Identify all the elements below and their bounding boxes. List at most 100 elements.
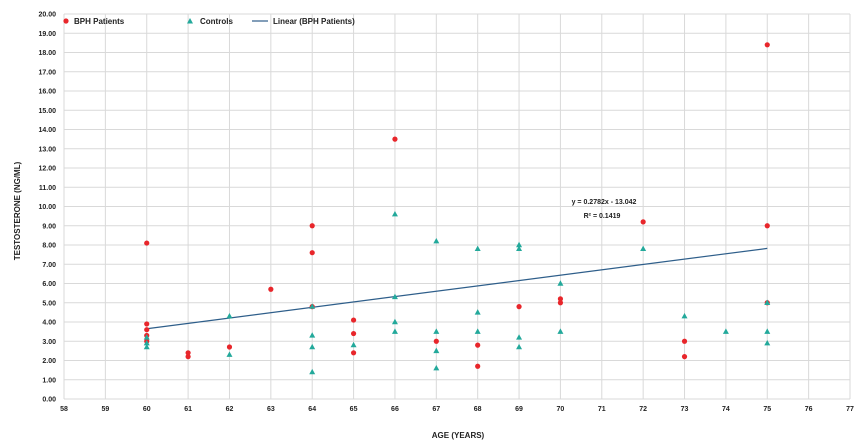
controls-point [433, 237, 440, 244]
bph-point [516, 304, 522, 310]
controls-point [516, 241, 523, 248]
bph-point [309, 223, 315, 229]
x-tick-label: 67 [432, 406, 440, 413]
x-axis-title: AGE (YEARS) [432, 431, 485, 440]
controls-point [516, 334, 523, 340]
controls-point [516, 245, 523, 252]
trendline-r2: R² = 0.1419 [584, 213, 621, 220]
controls-point [143, 334, 150, 340]
bph-point [309, 250, 315, 256]
y-tick-label: 12.00 [38, 166, 56, 173]
controls-point [640, 245, 647, 252]
x-tick-label: 69 [515, 406, 523, 413]
bph-point [433, 338, 439, 344]
x-tick-label: 62 [226, 406, 234, 413]
controls-point [764, 339, 771, 346]
y-axis-ticks: 0.00 1.00 2.00 3.00 4.00 5.00 6.00 7.00 8.00 9.00… [38, 12, 56, 404]
bph-point [350, 330, 357, 337]
x-tick-label: 76 [805, 406, 813, 413]
bph-point [144, 327, 150, 333]
controls-point [557, 328, 564, 334]
controls-point [226, 313, 233, 319]
bph-point [144, 240, 150, 246]
y-tick-label: 2.00 [42, 358, 56, 365]
y-tick-label: 11.00 [39, 185, 56, 192]
y-tick-label: 5.00 [42, 300, 56, 307]
bph-point [640, 219, 646, 225]
y-tick-label: 0.00 [42, 397, 56, 404]
x-tick-label: 59 [101, 406, 109, 413]
y-tick-label: 19.00 [38, 31, 56, 38]
bph-point [226, 344, 233, 350]
bph-point [350, 317, 357, 323]
controls-point [433, 365, 440, 371]
y-axis-title: TESTOSTERONE (NG/ML) [13, 161, 22, 260]
trendline-layer [146, 247, 768, 330]
x-tick-label: 73 [681, 406, 689, 413]
controls-point [722, 328, 729, 334]
controls-point [681, 313, 688, 319]
bph-point [681, 354, 688, 360]
controls-point [143, 339, 150, 346]
controls-point [391, 293, 398, 300]
y-tick-label: 7.00 [42, 262, 56, 269]
y-tick-label: 16.00 [38, 89, 56, 96]
bph-point [185, 350, 191, 356]
controls-point [557, 280, 564, 286]
y-tick-label: 10.00 [38, 204, 56, 211]
x-tick-label: 72 [639, 406, 647, 413]
bph-point [475, 363, 481, 369]
controls-point [391, 328, 398, 334]
bph-point [764, 223, 770, 229]
controls-point [391, 318, 398, 325]
y-tick-label: 1.00 [42, 377, 56, 384]
x-axis-ticks: 58 59 60 61 62 63 64 65 66 67 68 69 70 71 72 73 74 75 76 77 [60, 406, 854, 413]
controls-point [309, 343, 316, 350]
x-tick-label: 64 [308, 406, 316, 413]
y-tick-label: 6.00 [42, 281, 56, 288]
y-tick-label: 18.00 [38, 50, 56, 57]
bph-point [557, 300, 564, 306]
y-tick-label: 3.00 [42, 339, 56, 346]
controls-point [433, 328, 440, 334]
x-tick-label: 70 [557, 406, 565, 413]
bph-point [350, 350, 357, 356]
x-tick-label: 75 [763, 406, 771, 413]
legend-bph-label: BPH Patients [74, 17, 125, 26]
legend-trendline-label: Linear (BPH Patients) [273, 17, 355, 26]
bph-point [475, 342, 481, 348]
legend: BPH Patients Controls Linear (BPH Patien… [63, 17, 355, 26]
controls-point [309, 332, 316, 338]
y-tick-label: 4.00 [42, 320, 56, 327]
y-tick-label: 14.00 [38, 127, 56, 134]
x-tick-label: 63 [267, 406, 275, 413]
data-points [143, 42, 771, 375]
x-tick-label: 65 [350, 406, 358, 413]
controls-point [433, 347, 440, 354]
controls-point [516, 343, 523, 350]
y-tick-label: 9.00 [42, 223, 56, 230]
controls-point [764, 328, 771, 334]
controls-point [391, 211, 398, 217]
legend-controls-marker [187, 18, 193, 24]
x-tick-label: 60 [143, 406, 151, 413]
bph-point [764, 42, 770, 48]
x-tick-label: 74 [722, 406, 730, 413]
controls-point [226, 351, 233, 357]
x-tick-label: 71 [598, 406, 606, 413]
trendline-bph [146, 247, 768, 330]
trendline-annotation: y = 0.2782x - 13.042 R² = 0.1419 [572, 199, 637, 220]
bph-point [268, 286, 274, 292]
controls-point [309, 368, 316, 375]
controls-point [350, 341, 357, 348]
controls-point [474, 328, 481, 334]
legend-controls-label: Controls [200, 17, 233, 26]
trendline-equation: y = 0.2782x - 13.042 [572, 199, 637, 206]
controls-point [474, 245, 481, 252]
x-tick-label: 66 [391, 406, 399, 413]
x-tick-label: 68 [474, 406, 482, 413]
controls-point [474, 309, 481, 315]
controls-point [143, 343, 150, 350]
